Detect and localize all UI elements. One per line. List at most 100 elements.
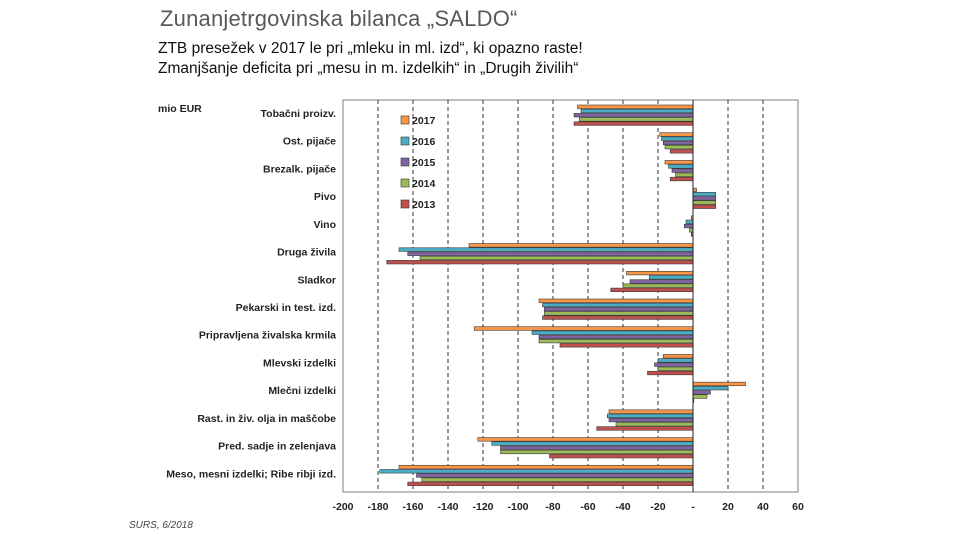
bar-2016 (661, 136, 694, 141)
x-tick-label: 20 (722, 501, 734, 513)
bar-2015 (654, 362, 694, 367)
bar-2015 (538, 334, 694, 340)
bar-2013 (573, 121, 694, 126)
category-label: Vino (313, 219, 336, 231)
bar-2016 (692, 192, 717, 197)
category-label: Pripravljena živalska krmila (199, 330, 336, 342)
legend-label-2017: 2017 (412, 115, 436, 127)
bar-2014 (615, 422, 694, 427)
bar-2016 (580, 108, 694, 114)
bar-2017 (659, 132, 694, 137)
bar-2017 (473, 326, 694, 331)
category-label: Druga živila (277, 247, 336, 259)
bar-2013 (542, 315, 694, 320)
bar-2015 (573, 113, 694, 118)
bar-2017 (626, 270, 694, 276)
bar-2017 (692, 381, 746, 387)
bar-2013 (407, 481, 694, 486)
bar-2014 (419, 255, 694, 261)
category-label: Rast. in živ. olja in maščobe (197, 413, 336, 425)
x-tick-label: - (691, 501, 695, 513)
bar-2014 (578, 117, 694, 122)
legend-swatch-2014 (400, 178, 410, 188)
x-tick-label: 40 (757, 501, 769, 513)
bar-2016 (657, 358, 694, 363)
bar-2016 (685, 219, 694, 224)
bar-2014 (692, 200, 717, 205)
bar-2014 (689, 228, 694, 233)
bar-2016 (606, 413, 694, 418)
x-tick-label: -160 (402, 501, 423, 513)
bar-2015 (692, 390, 711, 395)
bar-2013 (647, 370, 694, 376)
bar-2014 (622, 283, 694, 288)
legend-label-2013: 2013 (412, 199, 436, 211)
bar-2015 (662, 140, 694, 146)
x-tick-label: -20 (650, 501, 665, 513)
plot-frame (342, 99, 799, 493)
bar-2014 (675, 172, 694, 177)
legend-swatch-2017 (400, 115, 410, 125)
bar-2015 (671, 168, 694, 173)
bar-2014 (500, 449, 694, 455)
legend-swatch-2015 (400, 157, 410, 167)
bar-2017 (577, 104, 694, 109)
bar-2013 (669, 176, 694, 182)
x-tick-label: -60 (580, 501, 595, 513)
bar-2016 (542, 302, 694, 308)
bar-2015 (608, 417, 694, 423)
category-label: Ost. pijače (283, 136, 336, 148)
source-note: SURS, 6/2018 (129, 520, 193, 531)
legend-swatch-2013 (400, 199, 410, 209)
category-label: Mlevski izdelki (263, 357, 336, 369)
bar-2017 (468, 243, 694, 248)
category-label: Mlečni izdelki (268, 385, 336, 397)
bar-2016 (379, 469, 694, 474)
bar-2013 (596, 426, 694, 431)
bar-2016 (692, 386, 729, 391)
bar-2016 (648, 275, 694, 280)
legend-label-2015: 2015 (412, 157, 436, 169)
x-tick-label: -180 (367, 501, 388, 513)
legend-label-2016: 2016 (412, 136, 436, 148)
bar-2015 (407, 251, 694, 256)
bar-2016 (398, 247, 694, 252)
bar-2015 (416, 473, 694, 478)
bar-2015 (692, 196, 717, 201)
bar-2013 (669, 149, 694, 154)
bar-2014 (538, 339, 694, 344)
category-label: Sladkor (297, 274, 336, 286)
subtitle-line-1: ZTB presežek v 2017 le pri „mleku in ml.… (158, 40, 583, 57)
bar-2015 (683, 223, 694, 229)
category-label: Tobačni proizv. (261, 108, 337, 120)
category-label: Pekarski in test. izd. (236, 302, 336, 314)
x-tick-label: -200 (332, 501, 353, 513)
bar-2017 (664, 160, 694, 165)
x-tick-label: -80 (545, 501, 560, 513)
bar-2017 (398, 464, 694, 470)
bar-2017 (662, 354, 694, 359)
x-tick-label: -100 (507, 501, 528, 513)
bar-2013 (549, 454, 694, 459)
bar-2013 (610, 287, 694, 292)
bar-2016 (491, 441, 694, 446)
bar-2016 (531, 330, 694, 335)
bar-2014 (421, 477, 694, 482)
legend-label-2014: 2014 (412, 178, 436, 190)
x-tick-label: -120 (472, 501, 493, 513)
category-label: Meso, mesni izdelki; Ribe ribji izd. (166, 468, 336, 480)
bar-2015 (500, 445, 694, 450)
category-label: Pred. sadje in zelenjava (218, 441, 336, 453)
bar-2013 (692, 204, 717, 209)
bar-2013 (559, 343, 694, 348)
bar-2014 (657, 366, 694, 371)
bar-2014 (692, 394, 708, 399)
x-tick-label: -140 (437, 501, 458, 513)
bar-2013 (386, 260, 694, 265)
bar-2015 (629, 279, 694, 284)
page-title: Zunanjetrgovinska bilanca „SALDO“ (160, 6, 518, 31)
bar-2014 (543, 311, 694, 316)
bar-2017 (608, 409, 694, 414)
unit-label: mio EUR (158, 103, 202, 115)
